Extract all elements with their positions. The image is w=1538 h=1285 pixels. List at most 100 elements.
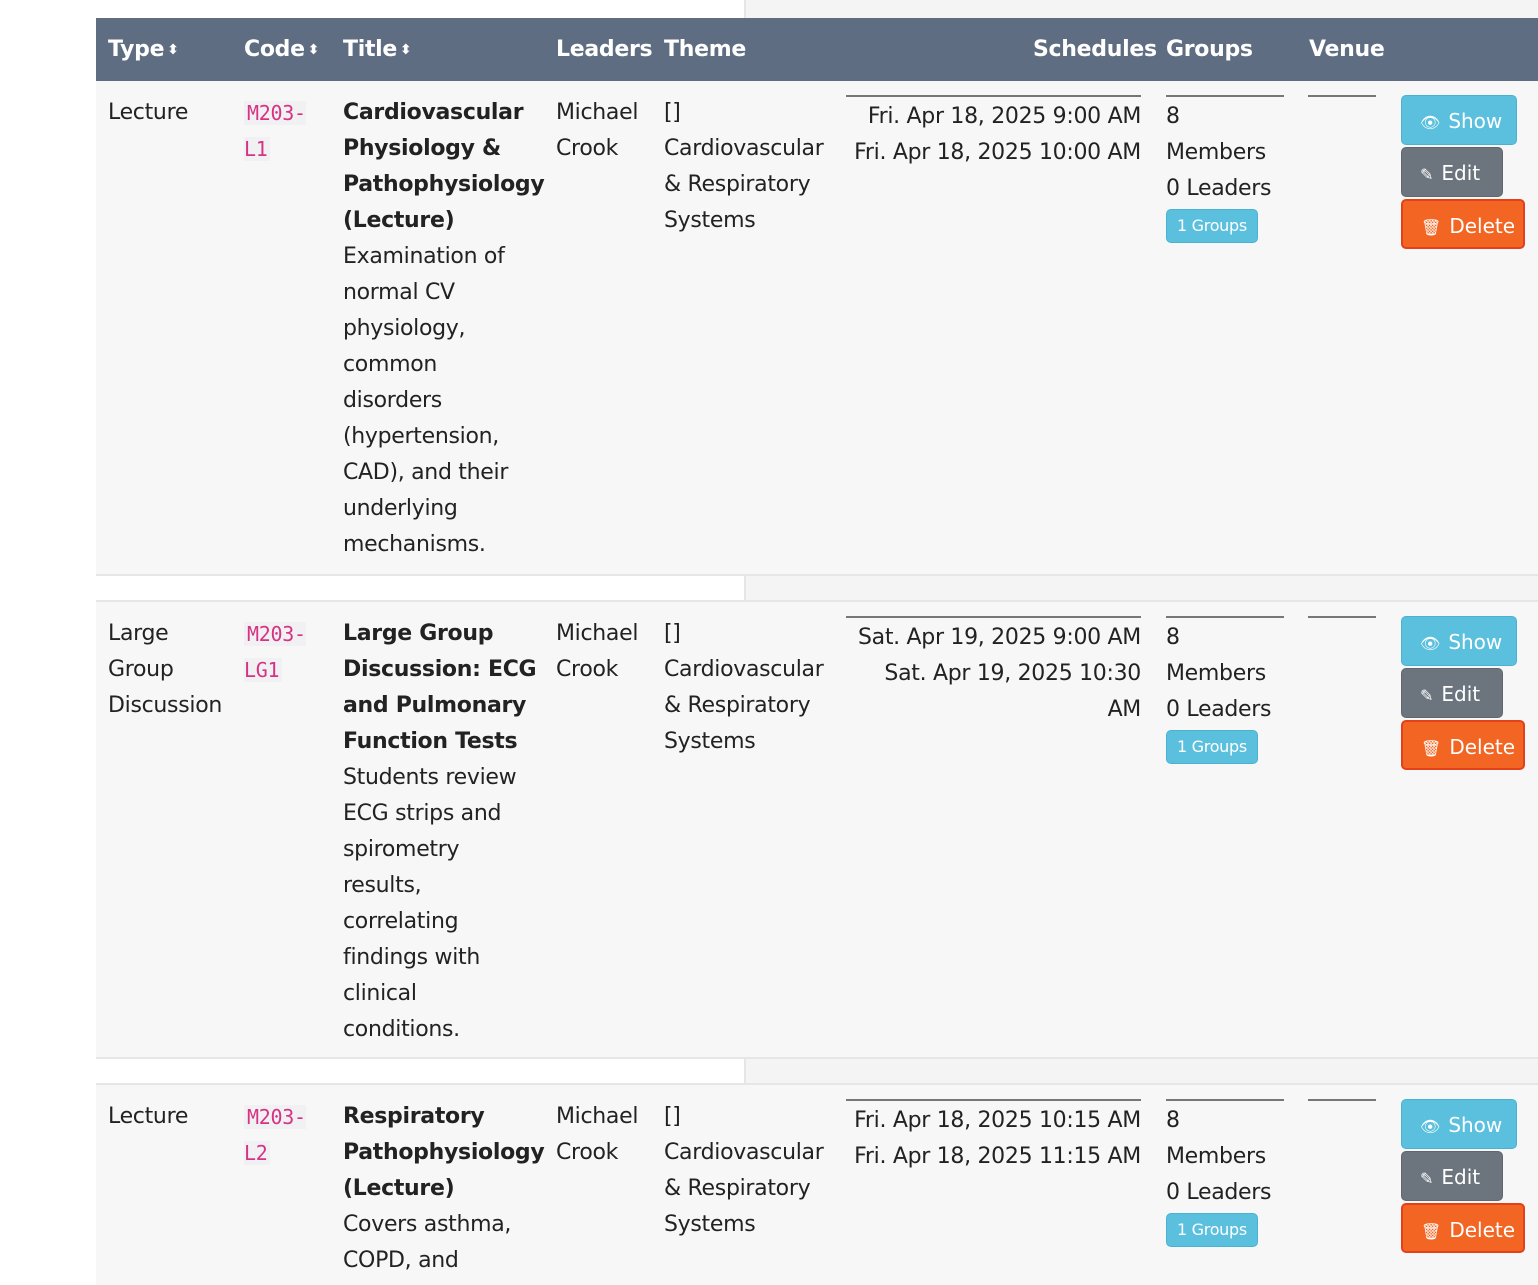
- session-theme: [] Cardiovascular & Respiratory Systems: [664, 616, 839, 760]
- session-type: Large Group Discussion: [108, 621, 222, 718]
- table-row: Lecture M203-L1 Cardiovascular Physiolog…: [96, 81, 1538, 574]
- groups-badge[interactable]: 1 Groups: [1166, 730, 1258, 764]
- session-title: Respiratory Pathophysiology (Lecture): [343, 1104, 545, 1201]
- row-actions: 👁 Show ✎ Edit 🗑 Delete: [1401, 1099, 1531, 1255]
- session-title-cell: Respiratory Pathophysiology (Lecture) Co…: [343, 1099, 545, 1279]
- session-title: Cardiovascular Physiology & Pathophysiol…: [343, 100, 545, 233]
- groups-badge[interactable]: 1 Groups: [1166, 209, 1258, 243]
- schedule-start: Fri. Apr 18, 2025 10:15 AM: [854, 1108, 1141, 1133]
- session-schedules: Sat. Apr 19, 2025 9:00 AM Sat. Apr 19, 2…: [846, 616, 1141, 728]
- show-label: Show: [1448, 1113, 1503, 1137]
- session-code-text: M203-LG1: [244, 622, 306, 682]
- header-code[interactable]: Code ⬍: [244, 18, 319, 81]
- header-code-label: Code: [244, 37, 305, 62]
- session-code-text: M203-L2: [244, 1105, 306, 1165]
- show-label: Show: [1448, 109, 1503, 133]
- header-venue: Venue: [1309, 37, 1385, 62]
- delete-label: Delete: [1449, 735, 1516, 759]
- session-venue: [1308, 95, 1376, 99]
- edit-icon: ✎: [1420, 686, 1434, 705]
- members-count: 8 Members: [1166, 1108, 1266, 1169]
- session-description: Examination of normal CV physiology, com…: [343, 244, 509, 557]
- delete-button[interactable]: 🗑 Delete: [1401, 1203, 1525, 1253]
- sort-icon: ⬍: [400, 42, 412, 58]
- show-label: Show: [1448, 630, 1503, 654]
- delete-label: Delete: [1449, 214, 1516, 238]
- session-code: M203-L1: [244, 95, 322, 167]
- session-theme: [] Cardiovascular & Respiratory Systems: [664, 95, 839, 239]
- session-groups: 8 Members 0 Leaders 1 Groups: [1166, 616, 1284, 764]
- top-background-strip: [744, 0, 1538, 18]
- delete-button[interactable]: 🗑 Delete: [1401, 199, 1525, 249]
- theme-name: Cardiovascular & Respiratory Systems: [664, 1140, 824, 1237]
- header-type[interactable]: Type ⬍: [108, 18, 179, 81]
- leaders-count: 0 Leaders: [1166, 1180, 1272, 1205]
- header-leaders: Leaders: [556, 37, 653, 62]
- edit-icon: ✎: [1420, 1169, 1434, 1188]
- show-button[interactable]: 👁 Show: [1401, 95, 1517, 145]
- table-header: Type ⬍ Code ⬍ Title ⬍ Leaders Theme Schedul…: [96, 18, 1538, 81]
- row-separator: [96, 574, 1538, 602]
- session-description: Students review ECG strips and spirometr…: [343, 765, 517, 1042]
- session-code: M203-L2: [244, 1099, 322, 1171]
- theme-raw: []: [664, 100, 681, 125]
- theme-raw: []: [664, 621, 681, 646]
- separator-shade: [744, 1059, 1538, 1083]
- edit-button[interactable]: ✎ Edit: [1401, 1151, 1503, 1201]
- groups-badge[interactable]: 1 Groups: [1166, 1213, 1258, 1247]
- schedule-start: Fri. Apr 18, 2025 9:00 AM: [867, 104, 1141, 129]
- edit-label: Edit: [1441, 682, 1481, 706]
- session-venue: [1308, 616, 1376, 620]
- leaders-count: 0 Leaders: [1166, 697, 1272, 722]
- header-groups: Groups: [1166, 37, 1253, 62]
- schedule-start: Sat. Apr 19, 2025 9:00 AM: [857, 625, 1141, 650]
- session-schedules: Fri. Apr 18, 2025 10:15 AM Fri. Apr 18, …: [846, 1099, 1141, 1175]
- session-groups: 8 Members 0 Leaders 1 Groups: [1166, 1099, 1284, 1247]
- session-title-cell: Large Group Discussion: ECG and Pulmonar…: [343, 616, 538, 1048]
- trash-icon: 🗑: [1421, 739, 1442, 758]
- members-count: 8 Members: [1166, 625, 1266, 686]
- trash-icon: 🗑: [1421, 1222, 1442, 1241]
- session-venue: [1308, 1099, 1376, 1103]
- edit-icon: ✎: [1420, 165, 1434, 184]
- edit-button[interactable]: ✎ Edit: [1401, 147, 1503, 197]
- header-schedules: Schedules: [1033, 37, 1157, 62]
- schedule-end: Fri. Apr 18, 2025 11:15 AM: [854, 1144, 1141, 1169]
- header-theme: Theme: [664, 37, 746, 62]
- leaders-count: 0 Leaders: [1166, 176, 1272, 201]
- row-actions: 👁 Show ✎ Edit 🗑 Delete: [1401, 616, 1531, 772]
- sessions-table: Type ⬍ Code ⬍ Title ⬍ Leaders Theme Schedul…: [96, 18, 1538, 1285]
- session-description: Covers asthma, COPD, and: [343, 1212, 512, 1273]
- theme-name: Cardiovascular & Respiratory Systems: [664, 657, 824, 754]
- schedule-end: Sat. Apr 19, 2025 10:30 AM: [884, 661, 1141, 722]
- row-actions: 👁 Show ✎ Edit 🗑 Delete: [1401, 95, 1531, 251]
- delete-button[interactable]: 🗑 Delete: [1401, 720, 1525, 770]
- session-leaders: Michael Crook: [556, 1104, 639, 1165]
- session-code: M203-LG1: [244, 616, 322, 688]
- session-title: Large Group Discussion: ECG and Pulmonar…: [343, 621, 537, 754]
- edit-button[interactable]: ✎ Edit: [1401, 668, 1503, 718]
- session-leaders: Michael Crook: [556, 621, 639, 682]
- members-count: 8 Members: [1166, 104, 1266, 165]
- eye-icon: 👁: [1420, 634, 1441, 653]
- trash-icon: 🗑: [1421, 218, 1442, 237]
- sort-icon: ⬍: [167, 42, 179, 58]
- session-leaders: Michael Crook: [556, 100, 639, 161]
- schedule-end: Fri. Apr 18, 2025 10:00 AM: [854, 140, 1141, 165]
- eye-icon: 👁: [1420, 1117, 1441, 1136]
- table-row: Lecture M203-L2 Respiratory Pathophysiol…: [96, 1085, 1538, 1285]
- sort-icon: ⬍: [307, 42, 320, 58]
- theme-name: Cardiovascular & Respiratory Systems: [664, 136, 824, 233]
- show-button[interactable]: 👁 Show: [1401, 1099, 1517, 1149]
- session-type: Lecture: [108, 1104, 189, 1129]
- eye-icon: 👁: [1420, 113, 1441, 132]
- row-separator: [96, 1057, 1538, 1085]
- header-title[interactable]: Title ⬍: [343, 18, 412, 81]
- theme-raw: []: [664, 1104, 681, 1129]
- session-type: Lecture: [108, 100, 189, 125]
- session-code-text: M203-L1: [244, 101, 306, 161]
- show-button[interactable]: 👁 Show: [1401, 616, 1517, 666]
- header-type-label: Type: [108, 37, 165, 62]
- separator-shade: [744, 576, 1538, 600]
- edit-label: Edit: [1441, 1165, 1481, 1189]
